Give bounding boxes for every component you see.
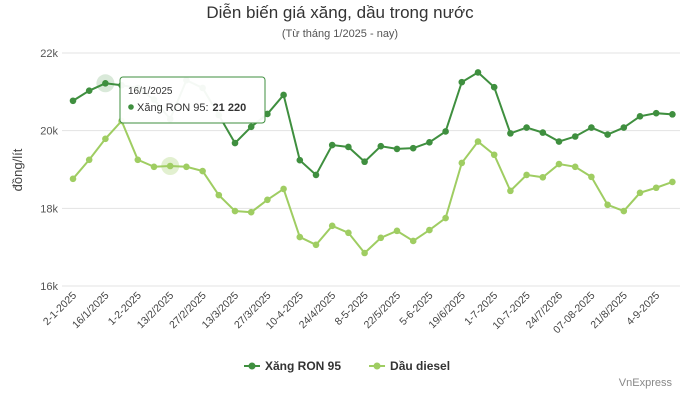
legend-label: Dầu diesel bbox=[390, 359, 450, 373]
data-point bbox=[474, 69, 482, 76]
y-tick-label: 20k bbox=[40, 126, 58, 138]
y-tick-label: 16k bbox=[40, 281, 58, 293]
data-point bbox=[490, 83, 498, 91]
data-point bbox=[231, 207, 239, 215]
y-axis-label: đồng/lít bbox=[10, 148, 25, 191]
data-point bbox=[490, 151, 498, 159]
data-point bbox=[183, 163, 190, 171]
data-point bbox=[588, 173, 595, 181]
legend-marker bbox=[248, 362, 256, 370]
data-point bbox=[393, 227, 401, 235]
data-point bbox=[393, 145, 401, 153]
data-point bbox=[636, 112, 644, 120]
data-point bbox=[571, 163, 579, 171]
data-point bbox=[102, 135, 109, 143]
data-point bbox=[652, 184, 660, 192]
data-point bbox=[507, 130, 514, 137]
data-point bbox=[604, 201, 611, 209]
data-point bbox=[345, 229, 352, 237]
tooltip-box bbox=[119, 76, 266, 124]
data-point bbox=[166, 162, 174, 170]
data-point bbox=[409, 144, 417, 152]
data-point bbox=[134, 156, 142, 164]
data-point bbox=[458, 159, 466, 167]
data-point bbox=[328, 141, 336, 149]
data-point bbox=[312, 241, 320, 249]
data-point bbox=[296, 233, 304, 241]
tooltip-value: 21 220 bbox=[213, 102, 247, 114]
data-point bbox=[312, 171, 320, 179]
data-point bbox=[85, 87, 93, 94]
data-point bbox=[426, 226, 433, 234]
data-point bbox=[296, 156, 304, 164]
data-point bbox=[361, 249, 368, 257]
data-point bbox=[199, 167, 206, 175]
data-point bbox=[215, 191, 223, 199]
tooltip-category: 16/1/2025 bbox=[128, 86, 173, 97]
data-point bbox=[426, 139, 433, 146]
data-point bbox=[474, 138, 482, 145]
legend-label: Xăng RON 95 bbox=[265, 359, 341, 373]
data-point bbox=[669, 178, 676, 186]
data-point bbox=[442, 214, 449, 222]
data-point bbox=[409, 237, 417, 245]
data-point bbox=[231, 139, 239, 147]
data-point bbox=[264, 196, 271, 204]
data-point bbox=[280, 91, 287, 99]
data-point bbox=[442, 128, 449, 135]
data-point bbox=[555, 138, 563, 145]
data-point bbox=[620, 207, 628, 215]
data-point bbox=[669, 111, 676, 118]
data-point bbox=[507, 187, 514, 195]
chart-title: Diễn biến giá xăng, dầu trong nước bbox=[206, 3, 474, 22]
tooltip: 16/1/2025 Xăng RON 95: 21 220 bbox=[119, 76, 266, 124]
data-point bbox=[539, 173, 547, 181]
legend-marker bbox=[373, 362, 381, 370]
y-tick-label: 18k bbox=[40, 203, 58, 215]
data-point bbox=[377, 142, 385, 150]
data-point bbox=[85, 156, 93, 164]
data-point bbox=[361, 158, 368, 166]
data-point bbox=[539, 129, 547, 136]
data-point bbox=[523, 171, 530, 179]
data-point bbox=[652, 109, 660, 117]
data-point bbox=[604, 131, 611, 138]
data-point bbox=[555, 160, 563, 168]
data-point bbox=[264, 110, 271, 118]
series-line bbox=[72, 119, 673, 255]
data-point bbox=[523, 124, 530, 131]
x-tick-label: 4-9-2025 bbox=[624, 290, 662, 328]
data-point bbox=[345, 143, 352, 151]
chart-subtitle: (Từ tháng 1/2025 - nay) bbox=[282, 28, 398, 40]
y-tick-label: 22k bbox=[40, 48, 58, 60]
data-point bbox=[69, 175, 77, 183]
data-point bbox=[458, 78, 466, 86]
data-point bbox=[328, 222, 336, 230]
data-point bbox=[377, 234, 385, 242]
data-point bbox=[588, 124, 595, 131]
source: VnExpress bbox=[619, 377, 673, 389]
tooltip-label: Xăng RON 95: bbox=[137, 102, 209, 114]
data-point bbox=[280, 185, 287, 193]
data-point bbox=[150, 163, 158, 171]
data-point bbox=[69, 97, 77, 105]
data-point bbox=[102, 79, 109, 87]
data-point bbox=[571, 133, 579, 140]
tooltip-text: Xăng RON 95: 21 220 bbox=[137, 102, 246, 114]
data-point bbox=[247, 123, 255, 131]
tooltip-marker bbox=[128, 104, 134, 110]
data-point bbox=[247, 208, 255, 216]
data-point bbox=[636, 189, 644, 197]
data-point bbox=[620, 124, 628, 131]
